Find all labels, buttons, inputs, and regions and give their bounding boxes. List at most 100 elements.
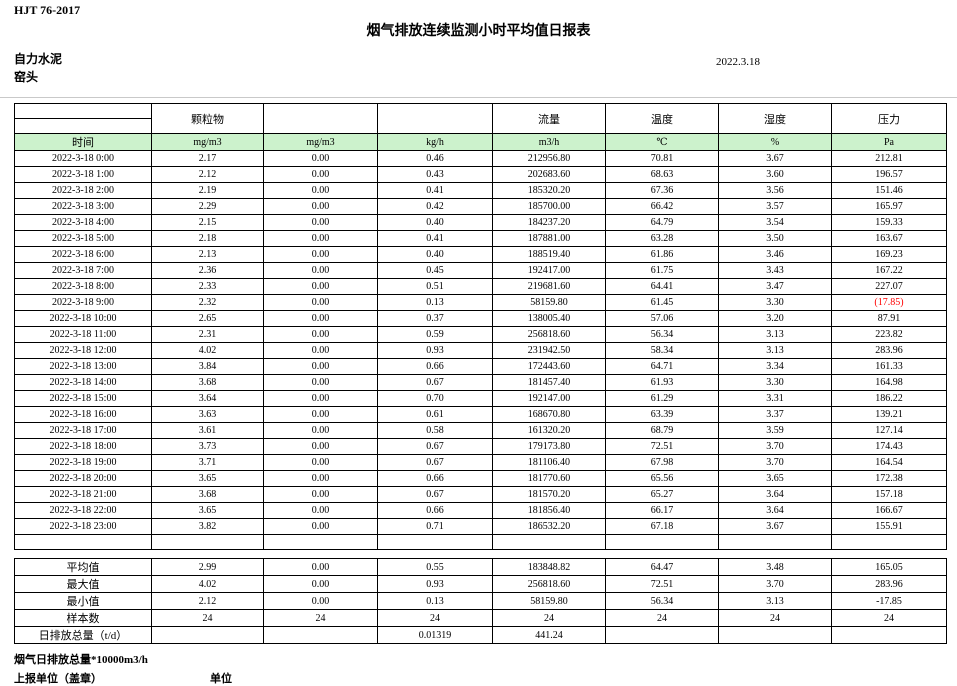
- empty-cell: [14, 534, 152, 550]
- value-cell: 24: [605, 609, 719, 627]
- value-cell: 185320.20: [492, 182, 606, 199]
- value-cell: 0.43: [377, 166, 493, 183]
- table-row: 2022-3-18 6:00 2.13 0.00 0.40 188519.40 61.86…: [14, 246, 947, 263]
- value-cell: 0.37: [377, 310, 493, 327]
- unit-cell: mg/m3: [263, 133, 378, 151]
- value-cell: 0.13: [377, 294, 493, 311]
- value-cell: 58.34: [605, 342, 719, 359]
- value-cell: 3.20: [718, 310, 832, 327]
- unit-cell: m3/h: [492, 133, 606, 151]
- value-cell: 166.67: [831, 502, 947, 519]
- column-header-blank-1: [263, 103, 378, 134]
- value-cell: 3.64: [718, 502, 832, 519]
- value-cell: 0.67: [377, 454, 493, 471]
- table-row: 2022-3-18 8:00 2.33 0.00 0.51 219681.60 64.41…: [14, 278, 947, 295]
- value-cell: 3.54: [718, 214, 832, 231]
- value-cell: 223.82: [831, 326, 947, 343]
- value-cell: 0.01319: [377, 626, 493, 644]
- horizontal-divider: [0, 97, 957, 98]
- row-label-cell: 2022-3-18 13:00: [14, 358, 152, 375]
- value-cell: 61.86: [605, 246, 719, 263]
- value-cell: 192417.00: [492, 262, 606, 279]
- value-cell: 161320.20: [492, 422, 606, 439]
- table-row: 2022-3-18 16:00 3.63 0.00 0.61 168670.80 63.3…: [14, 406, 947, 423]
- value-cell: -17.85: [831, 592, 947, 610]
- value-cell: 0.00: [263, 358, 378, 375]
- value-cell: 3.13: [718, 342, 832, 359]
- value-cell: 2.18: [151, 230, 264, 247]
- monitoring-table: 颗粒物 流量 温度 湿度 压力 时间 mg/m3 mg/m3 kg/h m3/h…: [14, 103, 947, 550]
- value-cell: 65.56: [605, 470, 719, 487]
- row-label-cell: 2022-3-18 19:00: [14, 454, 152, 471]
- value-cell: 0.00: [263, 390, 378, 407]
- value-cell: 0.00: [263, 182, 378, 199]
- value-cell: 0.00: [263, 592, 378, 610]
- value-cell: 68.79: [605, 422, 719, 439]
- unit-cell: ℃: [605, 133, 719, 151]
- summary-rows: 平均值 2.99 0.00 0.55 183848.82 64.47 3.48 165.05 最…: [14, 558, 947, 644]
- table-row: 2022-3-18 5:00 2.18 0.00 0.41 187881.00 63.28…: [14, 230, 947, 247]
- value-cell: 2.12: [151, 592, 264, 610]
- value-cell: 151.46: [831, 182, 947, 199]
- value-cell: 181570.20: [492, 486, 606, 503]
- value-cell: 0.55: [377, 558, 493, 576]
- header-blank-cell: [14, 103, 152, 119]
- value-cell: 0.66: [377, 358, 493, 375]
- value-cell: 2.19: [151, 182, 264, 199]
- row-label-cell: 2022-3-18 0:00: [14, 150, 152, 167]
- value-cell: 0.67: [377, 486, 493, 503]
- value-cell: 24: [718, 609, 832, 627]
- row-label-cell: 2022-3-18 10:00: [14, 310, 152, 327]
- value-cell: 2.29: [151, 198, 264, 215]
- value-cell: 4.02: [151, 575, 264, 593]
- value-cell: 0.00: [263, 262, 378, 279]
- empty-cell: [605, 534, 719, 550]
- value-cell: 164.54: [831, 454, 947, 471]
- value-cell: 56.34: [605, 592, 719, 610]
- value-cell: 138005.40: [492, 310, 606, 327]
- value-cell: 67.18: [605, 518, 719, 535]
- row-label-cell: 2022-3-18 18:00: [14, 438, 152, 455]
- value-cell: 212.81: [831, 150, 947, 167]
- header-blank-cell: [14, 118, 152, 134]
- value-cell: 169.23: [831, 246, 947, 263]
- value-cell: 3.57: [718, 198, 832, 215]
- value-cell: [718, 626, 832, 644]
- empty-cell: [492, 534, 606, 550]
- row-label-cell: 2022-3-18 14:00: [14, 374, 152, 391]
- value-cell: 0.42: [377, 198, 493, 215]
- hourly-rows: 2022-3-18 0:00 2.17 0.00 0.46 212956.80 70.81…: [14, 150, 947, 535]
- value-cell: 58159.80: [492, 294, 606, 311]
- value-cell: 0.00: [263, 310, 378, 327]
- column-header-flow: 流量: [492, 103, 606, 134]
- value-cell: 0.66: [377, 470, 493, 487]
- table-header: 颗粒物 流量 温度 湿度 压力 时间 mg/m3 mg/m3 kg/h m3/h…: [14, 103, 947, 151]
- value-cell: 127.14: [831, 422, 947, 439]
- value-cell: 0.61: [377, 406, 493, 423]
- value-cell: 0.46: [377, 150, 493, 167]
- value-cell: 72.51: [605, 438, 719, 455]
- value-cell: 3.67: [718, 150, 832, 167]
- doc-code: HJT 76-2017: [14, 3, 81, 17]
- value-cell: 57.06: [605, 310, 719, 327]
- value-cell: 64.71: [605, 358, 719, 375]
- table-row: 2022-3-18 22:00 3.65 0.00 0.66 181856.40 66.1…: [14, 502, 947, 519]
- value-cell: 0.00: [263, 150, 378, 167]
- time-column-header: 时间: [14, 133, 152, 151]
- row-label-cell: 2022-3-18 12:00: [14, 342, 152, 359]
- value-cell: 3.68: [151, 374, 264, 391]
- value-cell: 161.33: [831, 358, 947, 375]
- row-label-cell: 2022-3-18 5:00: [14, 230, 152, 247]
- company-name: 自力水泥: [14, 52, 63, 66]
- value-cell: 0.00: [263, 575, 378, 593]
- table-row: 2022-3-18 11:00 2.31 0.00 0.59 256818.60 56.3…: [14, 326, 947, 343]
- value-cell: 66.42: [605, 198, 719, 215]
- value-cell: 2.31: [151, 326, 264, 343]
- value-cell: 0.66: [377, 502, 493, 519]
- value-cell: 0.00: [263, 470, 378, 487]
- value-cell: 67.98: [605, 454, 719, 471]
- value-cell: 179173.80: [492, 438, 606, 455]
- value-cell: 163.67: [831, 230, 947, 247]
- value-cell: 61.75: [605, 262, 719, 279]
- value-cell: 3.60: [718, 166, 832, 183]
